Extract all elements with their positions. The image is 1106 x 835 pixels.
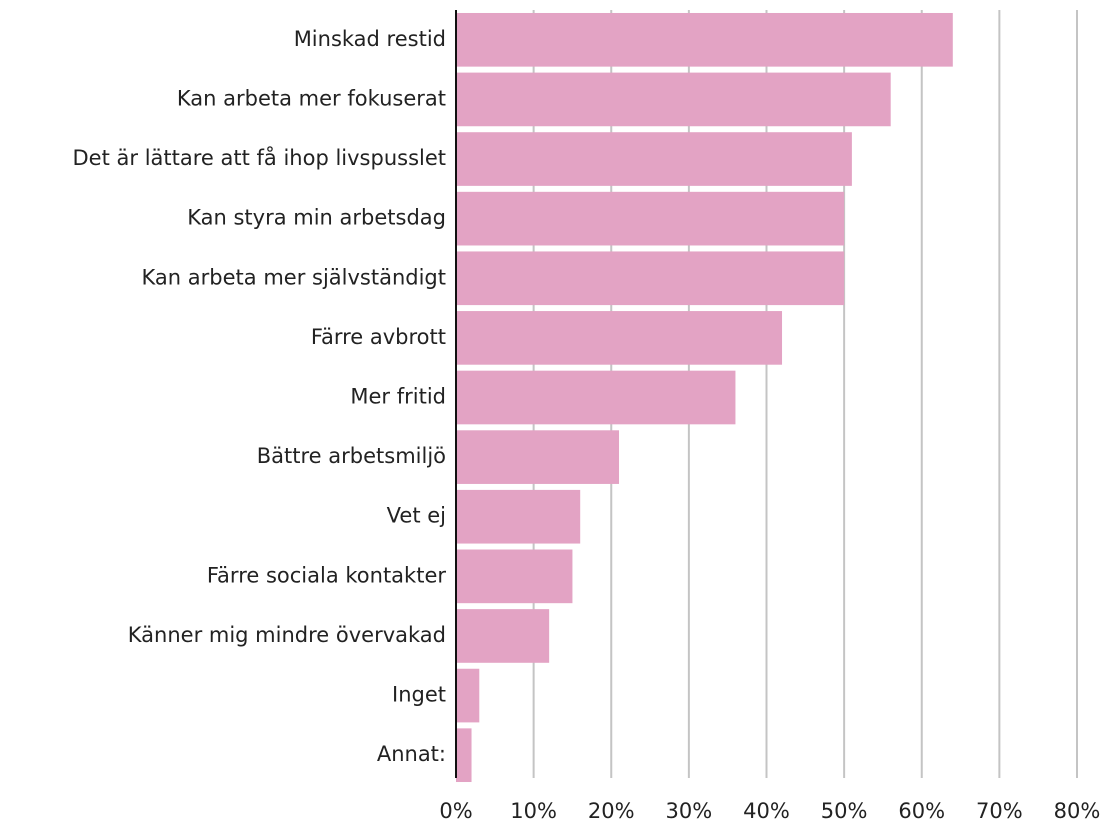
x-tick-label: 80% [1054, 799, 1101, 823]
bar [456, 668, 480, 723]
bar [456, 609, 550, 663]
x-tick-label: 10% [510, 799, 557, 823]
y-tick-label: Känner mig mindre övervakad [128, 623, 446, 647]
bar [456, 132, 852, 186]
bar [456, 72, 891, 127]
y-tick-label: Vet ej [387, 504, 446, 528]
x-tick-label: 20% [588, 799, 635, 823]
x-tick-label: 50% [821, 799, 868, 823]
y-tick-label: Inget [392, 683, 446, 707]
bar [456, 549, 573, 604]
y-tick-label: Färre sociala kontakter [207, 563, 446, 587]
x-tick-label: 40% [743, 799, 790, 823]
x-tick-label: 30% [666, 799, 713, 823]
bar [456, 311, 783, 365]
y-tick-label: Bättre arbetsmiljö [257, 444, 446, 468]
x-tick-label: 0% [439, 799, 472, 823]
y-tick-label: Minskad restid [294, 27, 446, 51]
x-tick-label: 70% [976, 799, 1023, 823]
bar [456, 370, 736, 425]
bar [456, 251, 845, 306]
y-tick-label: Annat: [377, 742, 446, 766]
y-tick-label: Kan arbeta mer självständigt [142, 265, 446, 289]
y-tick-label: Färre avbrott [311, 325, 446, 349]
bar [456, 430, 620, 484]
x-tick-label: 60% [898, 799, 945, 823]
bar [456, 12, 953, 67]
y-tick-label: Det är lättare att få ihop livspusslet [73, 145, 446, 170]
y-tick-label: Mer fritid [350, 385, 446, 409]
y-tick-label: Kan arbeta mer fokuserat [177, 86, 446, 110]
y-tick-label: Kan styra min arbetsdag [187, 206, 446, 230]
bar [456, 728, 472, 783]
bar [456, 191, 845, 246]
bar [456, 489, 581, 544]
